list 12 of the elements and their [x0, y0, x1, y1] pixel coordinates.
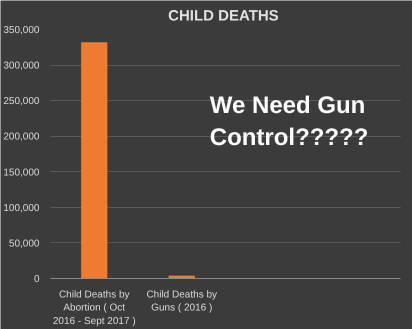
x-tick-label: Child Deaths by Guns ( 2016 ) [146, 290, 218, 314]
chart-title: CHILD DEATHS [168, 8, 279, 24]
y-tick-label: 150,000 [3, 167, 40, 178]
y-tick-label: 100,000 [3, 202, 40, 214]
y-tick-label: 200,000 [3, 132, 40, 143]
y-tick-label: 300,000 [3, 60, 40, 72]
annotation: We Need Gun Control????? [210, 92, 368, 152]
y-tick-label: 0 [34, 274, 40, 285]
y-tick-label: 350,000 [3, 25, 40, 36]
y-tick-label: 250,000 [3, 96, 40, 108]
x-tick-label: Child Deaths by Abortion ( Oct 2016 - Sept 2017 ) [52, 290, 136, 327]
y-tick-label: 50,000 [8, 238, 40, 250]
